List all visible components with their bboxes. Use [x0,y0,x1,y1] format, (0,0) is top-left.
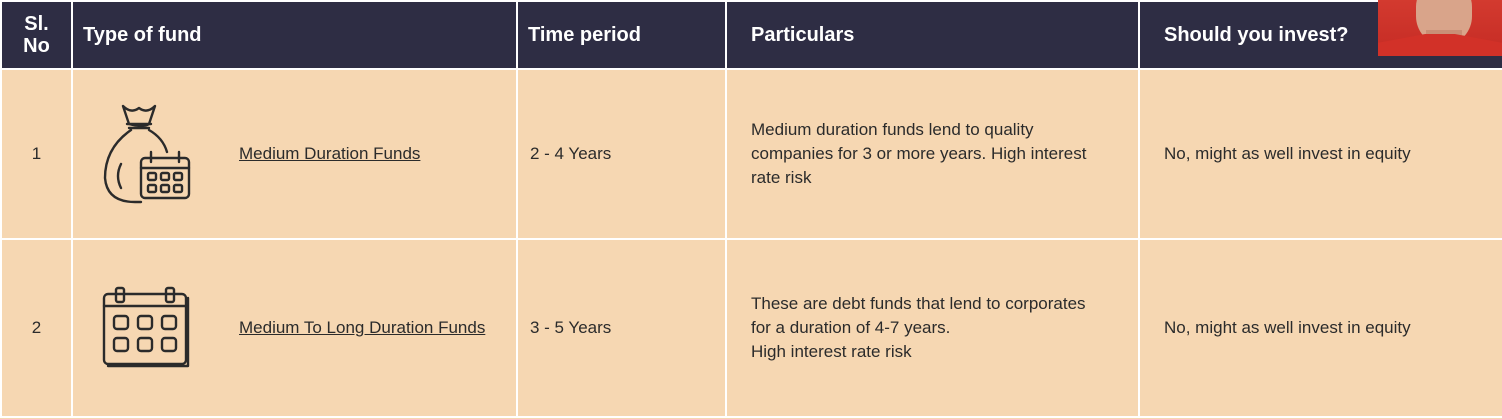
header-type-of-fund: Type of fund [71,0,518,70]
presenter-shirt [1378,34,1502,56]
fund-link-medium-to-long-duration[interactable]: Medium To Long Duration Funds [239,318,486,337]
particulars-line: High interest rate risk [751,342,912,361]
row-type-of-fund: Medium Duration Funds [71,68,518,240]
particulars-line: Medium duration funds lend to quality [751,120,1034,139]
calendar-icon [73,286,199,370]
particulars-line: for a duration of 4-7 years. [751,318,951,337]
header-particulars-label: Particulars [751,23,855,46]
header-particulars: Particulars [725,0,1140,70]
table-row: 2 [0,238,1502,418]
row-time-period: 3 - 5 Years [516,238,727,418]
row-sl-no: 2 [0,238,73,418]
row-should-invest: No, might as well invest in equity [1138,68,1502,240]
fund-link-medium-duration[interactable]: Medium Duration Funds [239,144,421,163]
header-time-period-label: Time period [528,23,641,46]
row-time-period: 2 - 4 Years [516,68,727,240]
presenter-webcam-thumbnail [1378,0,1502,56]
row-particulars: These are debt funds that lend to corpor… [725,238,1140,418]
header-should-invest-label: Should you invest? [1164,23,1349,46]
particulars-line: rate risk [751,168,812,187]
row-particulars: Medium duration funds lend to quality co… [725,68,1140,240]
row-should-invest: No, might as well invest in equity [1138,238,1502,418]
particulars-line: These are debt funds that lend to corpor… [751,294,1086,313]
header-sl-no-line2: No [23,35,50,57]
money-bag-calendar-icon [73,102,199,206]
header-time-period: Time period [516,0,727,70]
row-type-of-fund: Medium To Long Duration Funds [71,238,518,418]
row-sl-no: 1 [0,68,73,240]
table-row: 1 [0,68,1502,240]
table-header-row: Sl. No Type of fund Time period Particul… [0,0,1502,70]
header-sl-no-line1: Sl. [24,13,49,35]
header-type-of-fund-label: Type of fund [83,23,202,46]
header-sl-no: Sl. No [0,0,73,70]
particulars-line: companies for 3 or more years. High inte… [751,144,1087,163]
